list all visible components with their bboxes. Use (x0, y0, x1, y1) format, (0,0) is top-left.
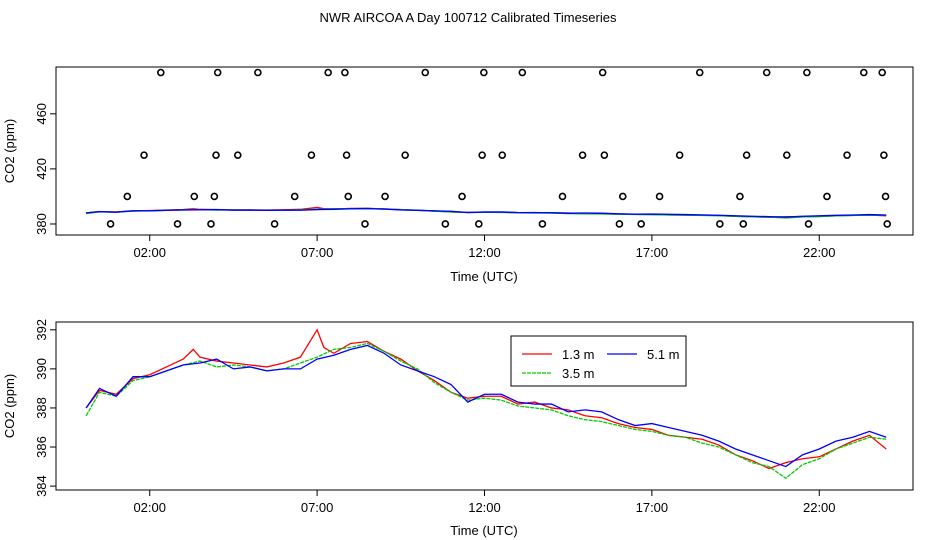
top-data-point (233, 151, 242, 159)
top-data-point (598, 68, 607, 77)
x-tick-label: 22:00 (803, 500, 836, 515)
top-panel: 02:00 07:00 12:00 17:00 22:00 380 420 460 Time … (2, 66, 914, 284)
y-tick-label: 460 (34, 103, 49, 125)
bottom-xlabel: Time (UTC) (450, 523, 517, 538)
top-data-point (695, 68, 704, 77)
top-data-point (254, 68, 262, 77)
top-data-point (361, 220, 369, 228)
top-data-point (341, 68, 349, 77)
top-data-point (270, 220, 279, 228)
top-data-point (538, 220, 547, 228)
top-data-point (804, 220, 813, 228)
bottom-plot-frame (55, 321, 914, 491)
top-data-point (441, 220, 450, 228)
top-data-point (210, 192, 219, 201)
top-data-point (675, 151, 684, 159)
top-data-point (782, 151, 791, 159)
y-tick-label: 392 (34, 319, 49, 341)
top-data-point (637, 220, 645, 228)
bottom-panel: 02:00 07:00 12:00 17:00 22:00 384 386 388 390 392… (2, 319, 914, 538)
top-data-point (212, 151, 220, 159)
legend-label-5-1m: 5.1 m (647, 347, 680, 362)
x-tick-label: 17:00 (636, 245, 669, 260)
top-data-point (106, 220, 115, 228)
x-tick-label: 07:00 (301, 500, 334, 515)
top-data-point (324, 68, 332, 77)
top-data-point (859, 68, 868, 77)
y-tick-label: 384 (34, 475, 49, 497)
x-tick-label: 02:00 (133, 500, 166, 515)
top-data-point (307, 151, 316, 159)
top-data-point (475, 220, 483, 228)
top-data-point (600, 151, 609, 159)
legend-label-1-3m: 1.3 m (562, 347, 595, 362)
legend-label-3-5m: 3.5 m (562, 366, 595, 381)
top-xlabel: Time (UTC) (450, 269, 517, 284)
top-data-point (518, 68, 527, 77)
top-data-point (736, 192, 744, 201)
y-tick-label: 380 (34, 213, 49, 235)
top-data-point (156, 68, 165, 77)
x-tick-label: 02:00 (133, 245, 166, 260)
top-marks (86, 68, 892, 228)
y-tick-label: 390 (34, 358, 49, 380)
top-data-point (881, 192, 890, 201)
x-tick-label: 07:00 (301, 245, 334, 260)
top-axes: 02:00 07:00 12:00 17:00 22:00 380 420 460 (34, 103, 836, 260)
x-tick-label: 22:00 (803, 245, 836, 260)
x-tick-label: 12:00 (468, 500, 501, 515)
top-data-point (655, 192, 664, 201)
top-data-point (883, 220, 892, 228)
top-data-point (803, 68, 811, 77)
figure-title: NWR AIRCOA A Day 100712 Calibrated Times… (320, 10, 617, 25)
top-data-point (421, 68, 430, 77)
top-data-point (173, 220, 182, 228)
top-data-point (716, 220, 724, 228)
top-data-point (558, 192, 567, 201)
bottom-marks (85, 328, 887, 480)
bottom-axes: 02:00 07:00 12:00 17:00 22:00 384 386 388 390 392 (34, 319, 836, 515)
top-data-point (213, 68, 222, 77)
top-data-point (843, 151, 851, 159)
top-data-point (207, 220, 215, 228)
top-data-point (480, 68, 488, 77)
top-data-point (458, 192, 466, 201)
top-data-point (401, 151, 409, 159)
top-data-point (880, 151, 888, 159)
top-data-point (498, 151, 507, 159)
top-ylabel: CO2 (ppm) (2, 119, 17, 183)
top-data-point (342, 151, 351, 159)
top-data-point (742, 151, 751, 159)
top-series-line (86, 207, 887, 218)
top-data-point (290, 192, 299, 201)
top-data-point (578, 151, 587, 159)
top-data-point (878, 68, 887, 77)
bottom-ylabel: CO2 (ppm) (2, 374, 17, 438)
x-tick-label: 17:00 (636, 500, 669, 515)
top-data-point (140, 151, 148, 159)
y-tick-label: 386 (34, 436, 49, 458)
top-data-point (823, 192, 831, 201)
top-data-point (344, 192, 353, 201)
series-line (85, 342, 887, 480)
series-line (85, 328, 887, 470)
y-tick-label: 420 (34, 158, 49, 180)
series-line (85, 344, 887, 468)
top-data-point (618, 192, 627, 201)
top-data-point (190, 192, 199, 201)
x-tick-label: 12:00 (468, 245, 501, 260)
top-data-point (123, 192, 132, 201)
top-data-point (381, 192, 389, 201)
top-data-point (739, 220, 748, 228)
top-data-point (478, 151, 486, 159)
top-data-point (762, 68, 771, 77)
top-data-point (615, 220, 624, 228)
legend-box (510, 335, 687, 387)
legend: 1.3 m 3.5 m 5.1 m (510, 335, 687, 387)
y-tick-label: 388 (34, 397, 49, 419)
